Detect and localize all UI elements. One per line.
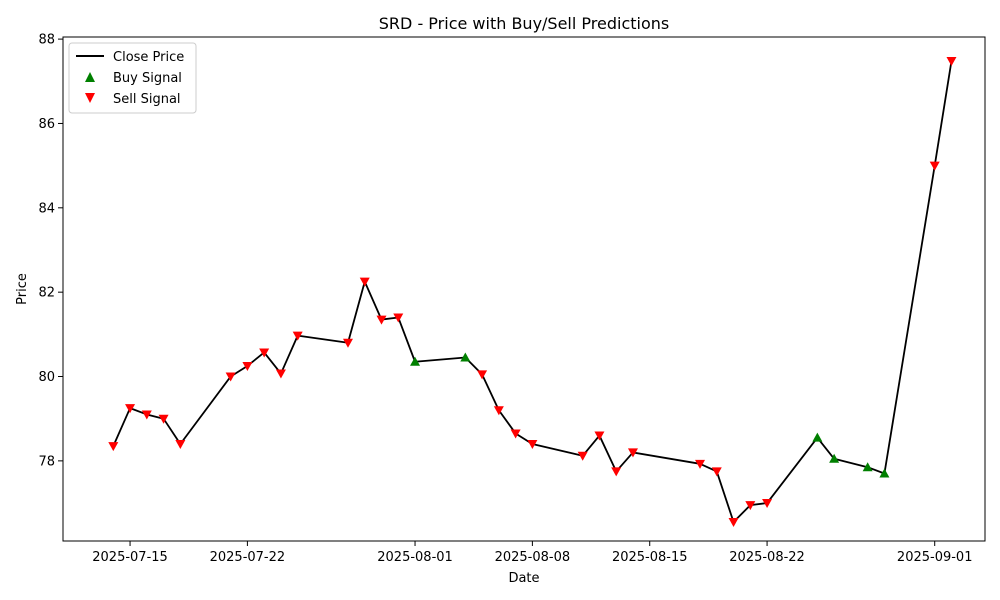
sell-signal-marker xyxy=(108,442,119,452)
y-tick-label: 78 xyxy=(38,454,55,469)
y-axis-ticks: 78 80 82 84 86 88 xyxy=(38,33,63,469)
sell-signal-marker xyxy=(711,467,722,477)
buy-signal-marker xyxy=(410,356,421,366)
sell-signal-marker xyxy=(577,451,588,461)
sell-signal-marker xyxy=(477,370,488,380)
buy-signal-marker xyxy=(812,432,823,442)
buy-signal-marker xyxy=(460,352,471,362)
y-axis-title: Price xyxy=(15,273,30,305)
legend: Close Price Buy Signal Sell Signal xyxy=(68,42,197,114)
sell-signal-marker xyxy=(359,277,370,287)
sell-signal-marker xyxy=(493,406,504,416)
chart-title: SRD - Price with Buy/Sell Predictions xyxy=(379,14,669,33)
sell-signal-marker xyxy=(376,315,387,325)
sell-signal-marker xyxy=(125,404,136,414)
plot-frame xyxy=(62,36,986,542)
buy-signal-layer xyxy=(410,352,890,478)
sell-signal-marker xyxy=(141,410,152,420)
sell-signal-marker xyxy=(393,313,404,323)
y-tick-label: 86 xyxy=(38,117,55,132)
sell-signal-layer xyxy=(108,57,957,528)
x-axis-title: Date xyxy=(508,571,539,586)
x-tick-label: 2025-08-22 xyxy=(729,550,805,565)
sell-signal-marker xyxy=(594,431,605,441)
sell-signal-marker xyxy=(259,348,270,358)
sell-signal-marker xyxy=(292,331,303,341)
sell-signal-marker xyxy=(175,439,186,449)
legend-label-buy: Buy Signal xyxy=(113,71,182,86)
y-tick-label: 84 xyxy=(38,201,55,216)
buy-signal-marker xyxy=(862,462,873,472)
sell-signal-marker xyxy=(695,459,706,469)
sell-signal-marker xyxy=(946,57,957,67)
x-tick-label: 2025-08-01 xyxy=(377,550,453,565)
sell-signal-marker xyxy=(611,467,622,477)
sell-signal-marker xyxy=(728,518,739,528)
legend-sell-marker xyxy=(85,93,95,103)
x-tick-label: 2025-07-22 xyxy=(210,550,286,565)
buy-signal-marker xyxy=(829,453,840,463)
y-tick-label: 80 xyxy=(38,370,55,385)
legend-label-close: Close Price xyxy=(113,50,184,65)
sell-signal-marker xyxy=(745,501,756,511)
legend-label-sell: Sell Signal xyxy=(113,92,181,107)
sell-signal-marker xyxy=(929,161,940,171)
x-tick-label: 2025-08-08 xyxy=(495,550,571,565)
buy-signal-marker xyxy=(879,468,890,478)
sell-signal-marker xyxy=(762,499,773,509)
x-tick-label: 2025-08-15 xyxy=(612,550,688,565)
sell-signal-marker xyxy=(342,338,353,348)
sell-signal-marker xyxy=(225,372,236,382)
sell-signal-marker xyxy=(242,361,253,371)
x-axis-ticks: 2025-07-15 2025-07-22 2025-08-01 2025-08-08… xyxy=(92,541,972,565)
sell-signal-marker xyxy=(158,414,169,424)
sell-signal-marker xyxy=(510,429,521,439)
x-tick-label: 2025-07-15 xyxy=(92,550,168,565)
legend-buy-marker xyxy=(85,72,95,82)
sell-signal-marker xyxy=(627,448,638,458)
x-tick-label: 2025-09-01 xyxy=(897,550,973,565)
sell-signal-marker xyxy=(275,369,286,379)
legend-box xyxy=(68,42,197,114)
y-tick-label: 82 xyxy=(38,286,55,301)
sell-signal-marker xyxy=(527,439,538,449)
y-tick-label: 88 xyxy=(38,33,55,48)
